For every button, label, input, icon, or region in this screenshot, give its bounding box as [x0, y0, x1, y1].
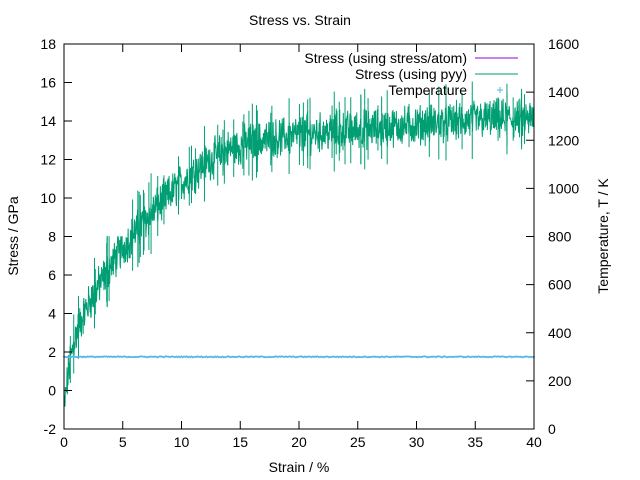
legend-entry: Stress (using pyy): [355, 66, 518, 82]
x-tick-label: 25: [350, 434, 366, 450]
y-tick-label: 2: [48, 344, 56, 360]
y2-tick-label: 1600: [548, 36, 579, 52]
x-tick-label: 30: [409, 434, 425, 450]
legend: Stress (using stress/atom)Stress (using …: [304, 50, 518, 98]
y2-tick-label: 800: [548, 229, 572, 245]
x-axis-label: Strain / %: [269, 459, 330, 475]
y2-axis-label: Temperature, T / K: [595, 178, 611, 294]
x-tick-label: 35: [467, 434, 483, 450]
legend-entry: Stress (using stress/atom): [304, 50, 518, 66]
y2-tick-label: 1000: [548, 180, 579, 196]
y-tick-label: -2: [44, 421, 57, 437]
y-tick-label: 16: [40, 75, 56, 91]
y-tick-label: 18: [40, 36, 56, 52]
chart-title: Stress vs. Strain: [249, 12, 351, 28]
y-tick-label: 0: [48, 383, 56, 399]
y2-tick-label: 1200: [548, 132, 579, 148]
x-tick-label: 40: [526, 434, 542, 450]
y2-tick-label: 1400: [548, 84, 579, 100]
x-tick-label: 15: [232, 434, 248, 450]
y-tick-label: 6: [48, 267, 56, 283]
data-layer: [63, 81, 535, 408]
y2-tick-label: 0: [548, 421, 556, 437]
series-stress-pyy: [63, 81, 535, 408]
x-tick-label: 0: [60, 434, 68, 450]
x-tick-label: 20: [291, 434, 307, 450]
y-tick-label: 14: [40, 113, 56, 129]
series-temperature: [63, 355, 535, 359]
legend-label: Temperature: [388, 82, 467, 98]
axes: 0 5 10 15 20 25 30 35 40-20246810121416180200400…: [40, 36, 579, 450]
y2-tick-label: 200: [548, 373, 572, 389]
y2-tick-label: 400: [548, 325, 572, 341]
y-tick-label: 8: [48, 229, 56, 245]
y2-tick-label: 600: [548, 277, 572, 293]
legend-label: Stress (using stress/atom): [304, 50, 467, 66]
legend-entry: Temperature: [388, 82, 503, 98]
y-tick-label: 4: [48, 306, 56, 322]
x-tick-label: 5: [119, 434, 127, 450]
legend-label: Stress (using pyy): [355, 66, 467, 82]
y-tick-label: 10: [40, 190, 56, 206]
x-tick-label: 10: [174, 434, 190, 450]
y-axis-label: Stress / GPa: [5, 196, 21, 276]
y-tick-label: 12: [40, 152, 56, 168]
